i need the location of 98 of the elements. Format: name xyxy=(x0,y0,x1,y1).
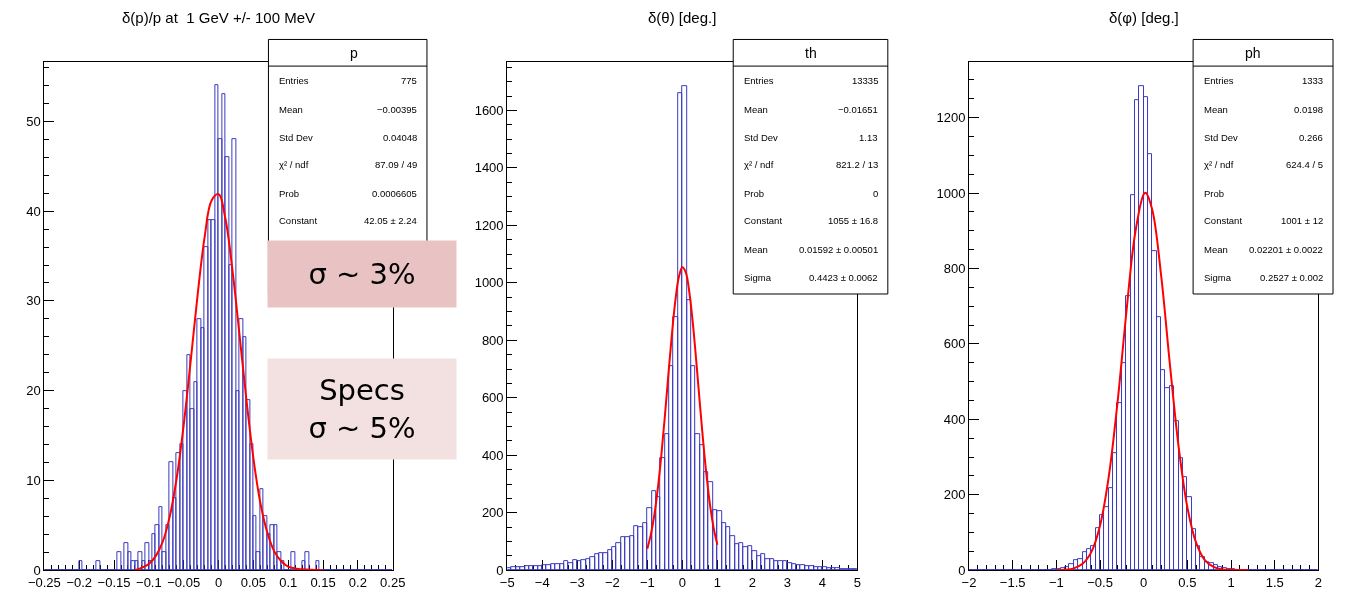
y-tick-label: 800 xyxy=(943,261,966,277)
annotation: Constant xyxy=(744,215,783,226)
annotation: χ² / ndf xyxy=(279,159,309,170)
annotation: Sigma xyxy=(1204,272,1232,283)
x-tick-label: 1 xyxy=(713,574,721,590)
annotation: 87.09 / 49 xyxy=(375,159,418,170)
y-tick-label: 30 xyxy=(26,293,41,309)
annotation: −0.01651 xyxy=(838,104,878,115)
annotation: Specs σ ~ 5% xyxy=(308,373,416,445)
y-tick-label: 600 xyxy=(481,390,504,406)
annotation: 13335 xyxy=(852,75,879,86)
annotation: 0.02201 ± 0.0022 xyxy=(1249,244,1323,255)
x-tick-label: −3 xyxy=(569,574,585,590)
text: th xyxy=(805,45,817,61)
y-tick-label: 1200 xyxy=(936,110,966,126)
annotation: Entries xyxy=(744,75,774,86)
annotation: Entries xyxy=(279,75,309,86)
annotation: 0.01592 ± 0.00501 xyxy=(799,244,879,255)
annotation: 0.0198 xyxy=(1294,104,1324,115)
annotation: χ² / ndf xyxy=(1204,159,1234,170)
annotation: Mean xyxy=(279,104,303,115)
annotation: 1001 ± 12 xyxy=(1281,215,1324,226)
chart-title: δ(θ) [deg.] xyxy=(648,9,717,26)
chart-title: δ(p)/p at 1 GeV +/- 100 MeV xyxy=(122,9,316,26)
x-tick-label: 0.25 xyxy=(380,574,406,590)
y-tick-label: 20 xyxy=(26,383,41,399)
annotation: 0.0006605 xyxy=(372,188,417,199)
y-tick-label: 400 xyxy=(481,447,504,463)
text: ph xyxy=(1245,45,1261,61)
annotation: 0.2527 ± 0.002 xyxy=(1260,272,1324,283)
annotation: Prob xyxy=(279,188,300,199)
annotation: 821.2 / 13 xyxy=(836,159,879,170)
annotation: χ² / ndf xyxy=(744,159,774,170)
annotation: Entries xyxy=(1204,75,1234,86)
annotation: 0.4423 ± 0.0062 xyxy=(809,272,878,283)
y-tick-label: 1000 xyxy=(936,185,966,201)
text: 0 xyxy=(873,188,879,199)
x-tick-label: 5 xyxy=(853,574,862,590)
annotation: Prob xyxy=(1204,188,1225,199)
annotation: σ ~ 3% xyxy=(308,257,416,291)
y-tick-label: 1600 xyxy=(474,102,504,118)
x-tick-label: 4 xyxy=(818,574,827,590)
chart-title: δ(φ) [deg.] xyxy=(1109,9,1179,26)
annotation: Std Dev xyxy=(1204,132,1239,143)
y-tick-label: 40 xyxy=(26,203,41,219)
annotation: −0.00395 xyxy=(377,104,417,115)
x-tick-label: 0 xyxy=(678,574,686,590)
y-tick-label: 800 xyxy=(481,332,504,348)
y-tick-label: 600 xyxy=(943,336,966,352)
x-tick-label: 0.15 xyxy=(310,574,336,590)
x-tick-label: −0.2 xyxy=(66,574,93,590)
annotation: 0.04048 xyxy=(383,132,418,143)
y-tick-label: 400 xyxy=(943,411,966,427)
y-tick-label: 1400 xyxy=(474,160,504,176)
annotation: Constant xyxy=(1204,215,1243,226)
x-tick-label: 0.2 xyxy=(348,574,367,590)
annotation: 1333 xyxy=(1302,75,1324,86)
y-tick-label: 1000 xyxy=(474,275,504,291)
y-tick-label: 50 xyxy=(26,113,41,129)
text: 1.13 xyxy=(859,132,878,143)
annotation: Mean xyxy=(744,244,768,255)
x-tick-label: 0.05 xyxy=(240,574,267,590)
x-tick-label: 0 xyxy=(214,574,223,590)
annotation: 42.05 ± 2.24 xyxy=(364,215,417,226)
x-tick-label: 3 xyxy=(783,574,792,590)
text: 775 xyxy=(401,75,417,86)
x-tick-label: 1 xyxy=(1227,574,1235,590)
x-tick-label: 0.1 xyxy=(279,574,298,590)
annotation: Std Dev xyxy=(744,132,779,143)
y-tick-label: 1200 xyxy=(474,217,504,233)
x-tick-label: −0.1 xyxy=(136,574,162,590)
annotation: 0.266 xyxy=(1299,132,1323,143)
annotation: Sigma xyxy=(744,272,772,283)
x-tick-label: 2 xyxy=(748,574,757,590)
y-tick-label: 200 xyxy=(943,487,966,503)
annotation: Mean xyxy=(744,104,768,115)
y-tick-label: 10 xyxy=(26,473,41,489)
x-tick-label: −4 xyxy=(534,574,550,590)
x-tick-label: −0.5 xyxy=(1087,574,1113,590)
annotation: Std Dev xyxy=(279,132,314,143)
annotation: Mean xyxy=(1204,104,1228,115)
x-tick-label: −1 xyxy=(639,574,655,590)
y-tick-label: 200 xyxy=(481,505,504,521)
text: p xyxy=(350,45,358,61)
x-tick-label: 0.5 xyxy=(1178,574,1197,590)
x-tick-label: −1 xyxy=(1048,574,1064,590)
x-tick-label: −1.5 xyxy=(999,574,1026,590)
x-tick-label: −0.15 xyxy=(97,574,131,590)
annotation: 624.4 / 5 xyxy=(1286,159,1323,170)
x-tick-label: 0 xyxy=(1140,574,1148,590)
annotation: 1055 ± 16.8 xyxy=(828,215,879,226)
x-tick-label: −2 xyxy=(604,574,620,590)
annotation: Mean xyxy=(1204,244,1228,255)
x-tick-label: 2 xyxy=(1314,574,1322,590)
annotation: Constant xyxy=(279,215,318,226)
x-tick-label: −0.05 xyxy=(167,574,201,590)
x-tick-label: 1.5 xyxy=(1265,574,1284,590)
annotation: Prob xyxy=(744,188,765,199)
